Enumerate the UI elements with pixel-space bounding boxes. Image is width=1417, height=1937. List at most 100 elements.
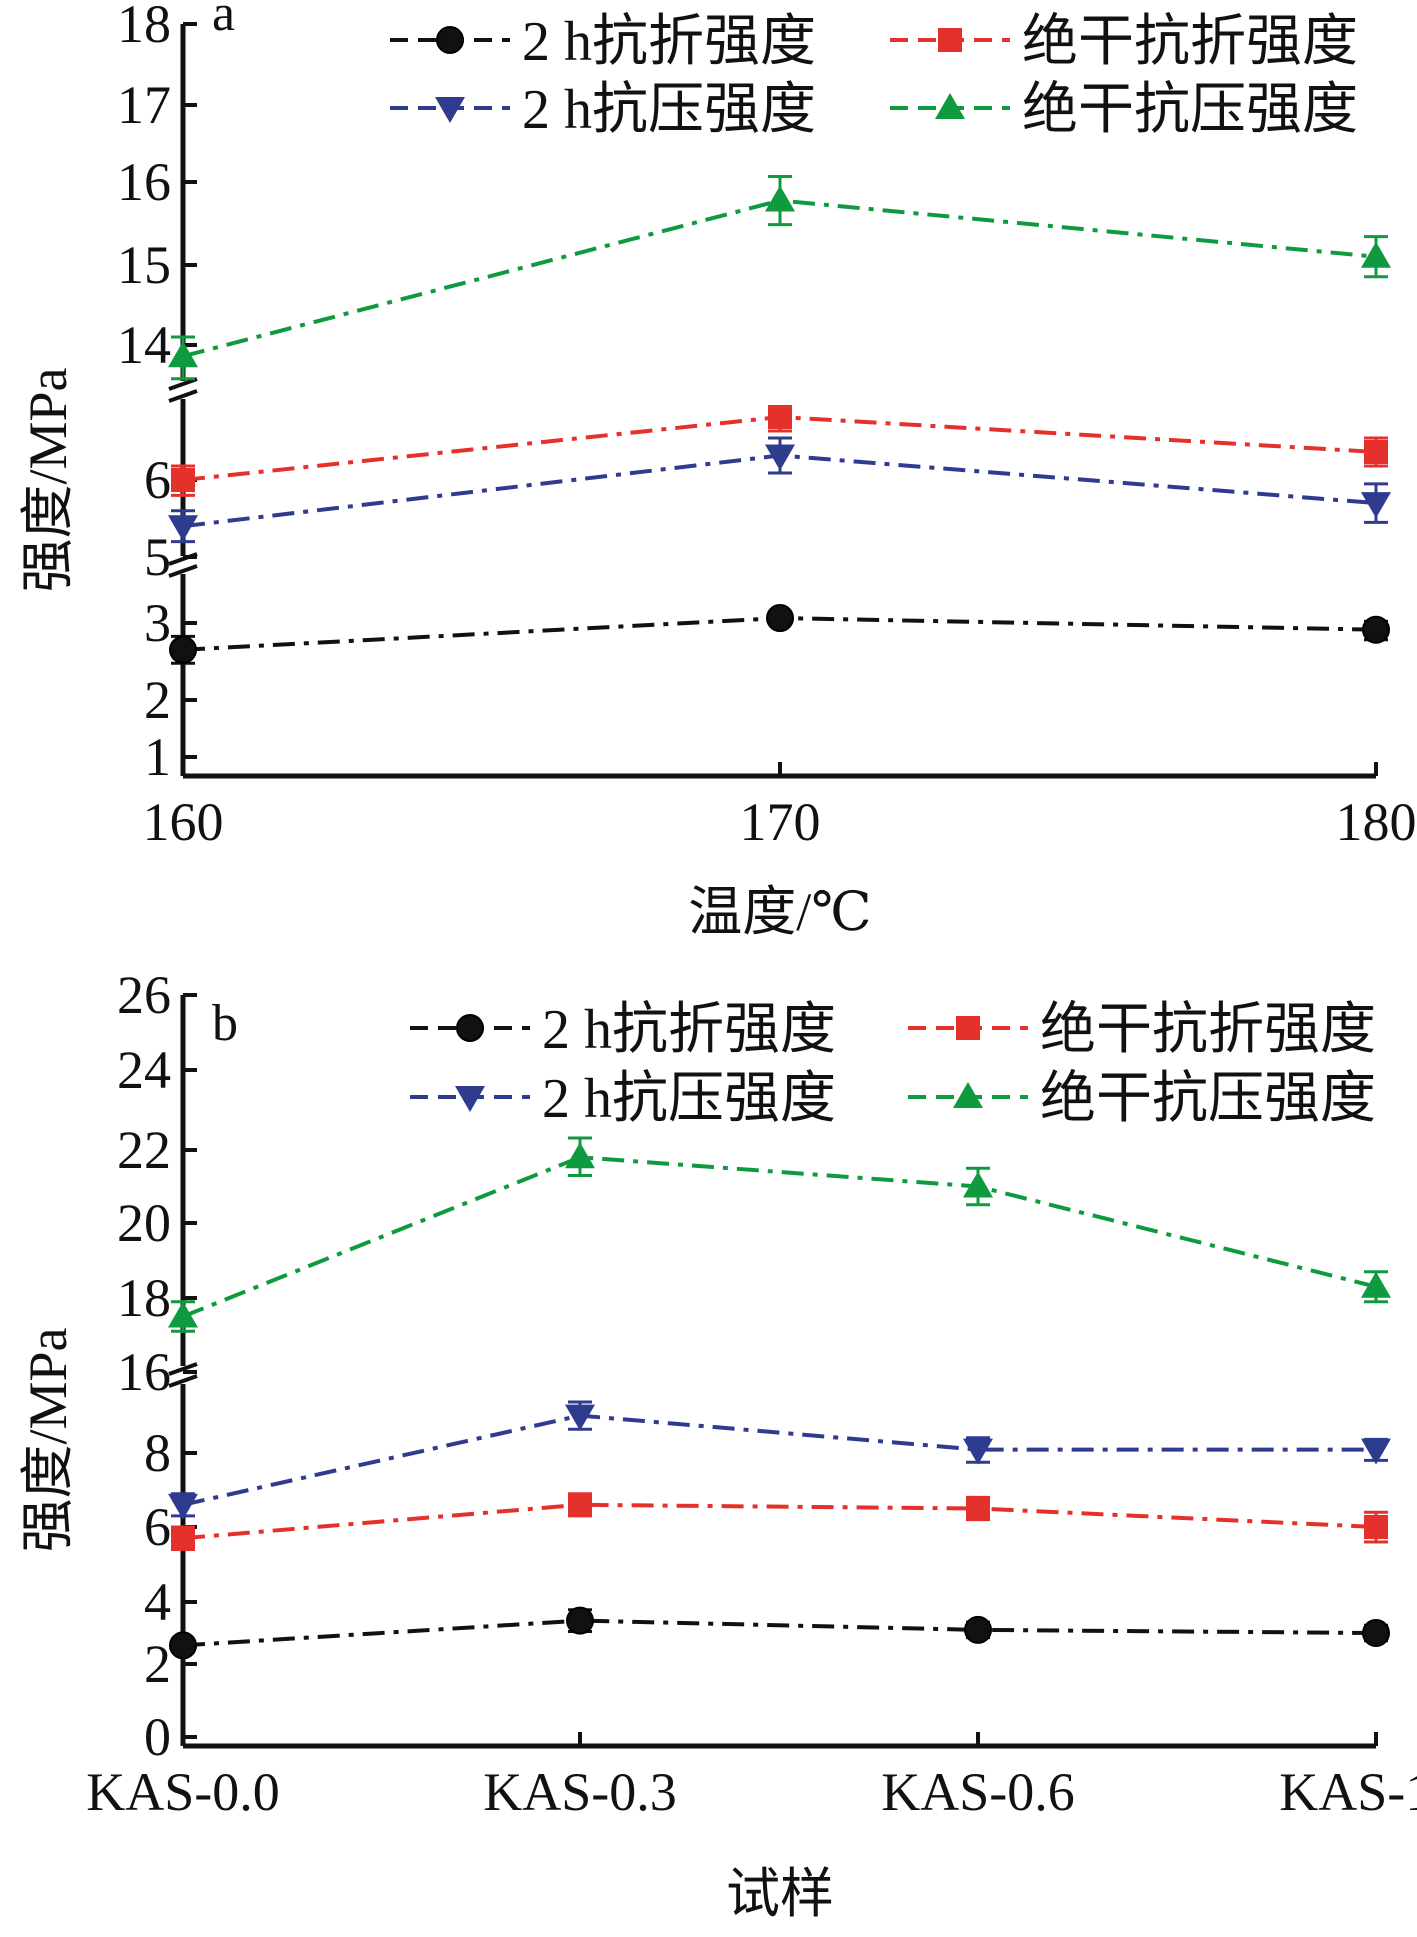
x-tick-label: KAS-0.6 (881, 1762, 1075, 1822)
data-point (1361, 492, 1391, 519)
y-tick-label: 6 (144, 1497, 171, 1557)
data-point (568, 1492, 592, 1517)
data-point (168, 1301, 198, 1328)
legend-label: 2 h抗压强度 (542, 1068, 836, 1130)
series-1 (168, 1400, 1391, 1520)
y-tick-label: 16 (117, 1342, 171, 1402)
y-tick-label: 3 (144, 593, 171, 653)
data-point (168, 1493, 198, 1520)
y-tick-label: 2 (144, 1634, 171, 1694)
data-point (171, 1526, 195, 1551)
series-line (182, 1155, 1377, 1319)
y-tick-label: 18 (117, 0, 171, 54)
x-tick-label: KAS-0.3 (483, 1762, 677, 1822)
legend-marker (455, 1086, 485, 1112)
data-point (966, 1496, 990, 1521)
legend-label: 2 h抗折强度 (522, 11, 816, 73)
x-axis-label: 温度/℃ (688, 882, 871, 942)
x-tick-label: 160 (143, 792, 224, 852)
series-0 (169, 1606, 1390, 1660)
y-tick-label: 20 (117, 1193, 171, 1253)
data-point (1364, 1515, 1388, 1539)
legend-label: 2 h抗压强度 (522, 79, 816, 141)
x-tick-label: KAS-1.0 (1279, 1762, 1417, 1822)
legend-label: 绝干抗压强度 (1022, 79, 1358, 141)
y-tick-label: 22 (117, 1120, 171, 1180)
data-point (1364, 440, 1388, 464)
y-tick-label: 18 (117, 1268, 171, 1328)
y-axis-label: 强度/MPa (18, 367, 78, 592)
legend-label: 绝干抗折强度 (1040, 999, 1376, 1061)
data-point (963, 1438, 993, 1465)
data-point (768, 405, 792, 429)
y-tick-label: 1 (144, 727, 171, 787)
y-tick-label: 5 (144, 527, 171, 587)
series-line (182, 1502, 1377, 1541)
legend-entry: 绝干抗折强度 (890, 11, 1358, 73)
axis-break-mark (168, 389, 198, 403)
data-point (1362, 1619, 1390, 1647)
data-point (565, 1404, 595, 1431)
x-axis-label: 试样 (726, 1864, 834, 1924)
y-tick-label: 2 (144, 670, 171, 730)
legend-label: 绝干抗折强度 (1022, 11, 1358, 73)
data-point (766, 604, 794, 633)
legend-entry: 绝干抗压强度 (890, 79, 1358, 141)
y-tick-label: 24 (117, 1040, 171, 1100)
y-tick-label: 16 (117, 152, 171, 212)
series-2 (171, 405, 1388, 497)
data-point (169, 1631, 197, 1660)
series-line (182, 1618, 1377, 1648)
y-tick-label: 4 (144, 1572, 171, 1632)
x-tick-label: 170 (740, 792, 821, 852)
data-point (169, 635, 197, 664)
series-0 (169, 604, 1390, 665)
legend-marker (456, 1014, 484, 1042)
series-2 (171, 1492, 1388, 1551)
series-3 (168, 174, 1391, 381)
legend-entry: 2 h抗折强度 (410, 999, 836, 1061)
series-1 (168, 436, 1391, 544)
legend-marker (436, 26, 464, 54)
data-point (1361, 1271, 1391, 1298)
data-point (168, 515, 198, 542)
legend-marker (953, 1082, 983, 1108)
y-tick-label: 0 (144, 1707, 171, 1767)
legend-entry: 2 h抗折强度 (390, 11, 816, 73)
data-point (1361, 1438, 1391, 1465)
axis-break-mark (168, 1362, 198, 1376)
y-tick-label: 26 (117, 965, 171, 1025)
axis-break-mark (168, 377, 198, 391)
y-tick-label: 8 (144, 1423, 171, 1483)
legend-marker (435, 97, 465, 123)
y-tick-label: 17 (117, 75, 171, 135)
legend-entry: 绝干抗折强度 (908, 999, 1376, 1061)
legend-entry: 绝干抗压强度 (908, 1068, 1376, 1130)
data-point (168, 341, 198, 368)
data-point (171, 468, 195, 492)
legend-marker (938, 28, 962, 52)
y-tick-label: 15 (117, 235, 171, 295)
data-point (1362, 615, 1390, 644)
data-point (565, 1142, 595, 1169)
y-tick-label: 6 (144, 450, 171, 510)
axis-break-mark (168, 1374, 198, 1388)
data-point (1361, 241, 1391, 268)
panel-label: b (212, 995, 238, 1052)
legend-marker (956, 1016, 980, 1040)
legend-entry: 2 h抗压强度 (410, 1068, 836, 1130)
panel-label: a (212, 0, 235, 42)
legend-label: 绝干抗压强度 (1040, 1068, 1376, 1130)
data-point (964, 1615, 992, 1644)
y-tick-label: 14 (117, 315, 171, 375)
data-point (566, 1606, 594, 1635)
x-tick-label: 180 (1336, 792, 1417, 852)
series-line (182, 1413, 1376, 1507)
y-axis-label: 强度/MPa (18, 1327, 78, 1552)
series-3 (168, 1136, 1391, 1333)
x-tick-label: KAS-0.0 (86, 1762, 280, 1822)
legend-label: 2 h抗折强度 (542, 999, 836, 1061)
data-point (963, 1171, 993, 1198)
